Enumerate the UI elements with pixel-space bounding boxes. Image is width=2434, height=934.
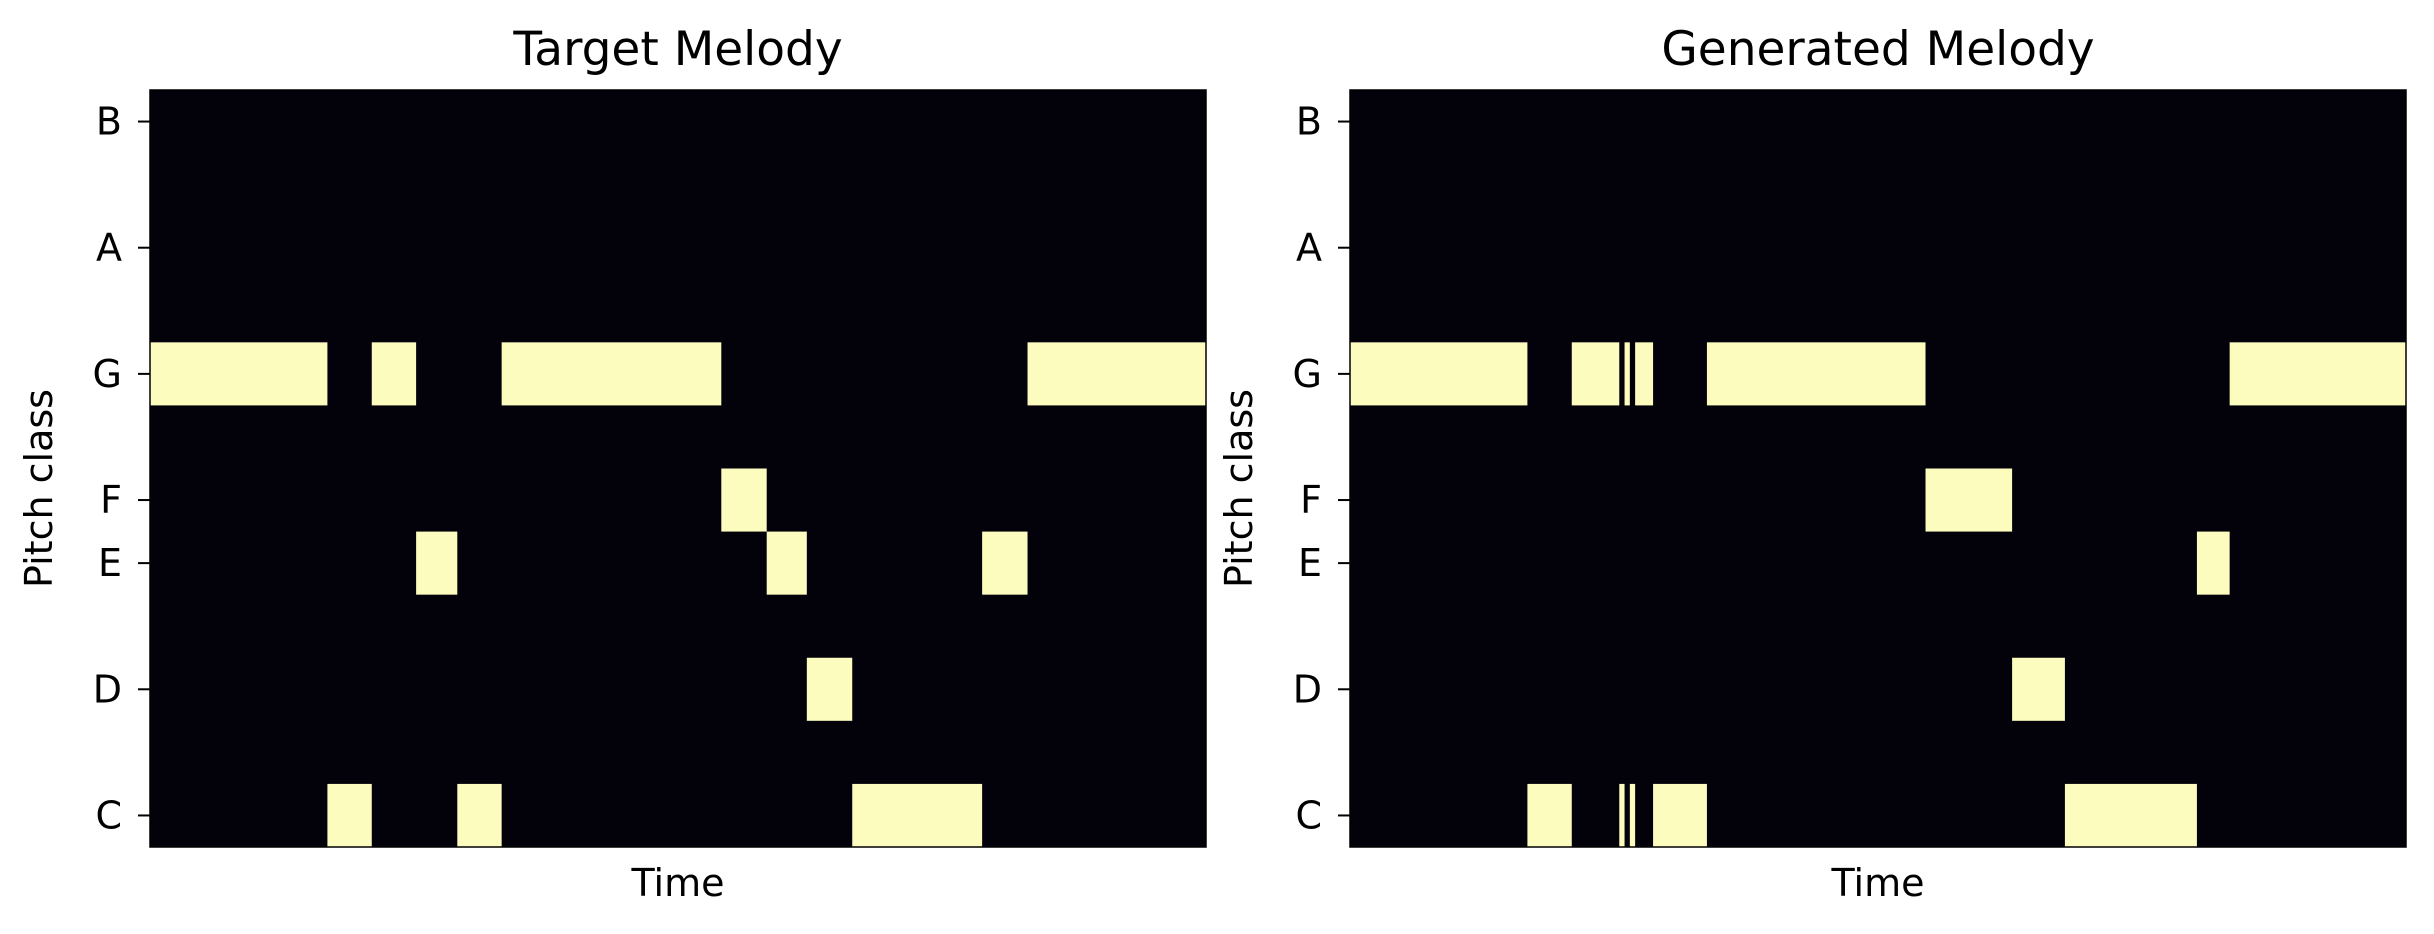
x-axis-label: Time — [631, 861, 725, 905]
note-D-9 — [806, 657, 853, 721]
y-tick-label-B: B — [96, 100, 122, 144]
y-tick-label-A: A — [1296, 226, 1322, 270]
y-tick-label-E: E — [1298, 541, 1322, 585]
plot-background — [150, 90, 1206, 847]
y-tick-label-C: C — [1295, 793, 1322, 837]
y-tick-label-A: A — [96, 226, 122, 270]
note-C-5 — [457, 783, 502, 847]
y-tick-label-E: E — [98, 541, 122, 585]
note-F-10 — [1925, 468, 2013, 532]
chart-title: Target Melody — [512, 22, 842, 77]
chart-panel-1: C D EF G A B Target Melody Time Pitch class — [17, 22, 1207, 905]
note-C-6 — [1629, 783, 1636, 847]
note-C-2 — [327, 783, 372, 847]
x-axis-label: Time — [1831, 861, 1925, 905]
y-tick-label-D: D — [1293, 667, 1322, 711]
y-tick-label-C: C — [95, 793, 122, 837]
note-C-4 — [1619, 783, 1625, 847]
note-E-11 — [982, 531, 1028, 595]
note-G-6 — [501, 342, 722, 406]
chart-panel-2: C D EF G A B Generated Melody Time Pitch class — [1217, 22, 2407, 905]
note-G-9 — [1706, 342, 1926, 406]
note-E-8 — [766, 531, 807, 595]
y-tick-label-G: G — [1293, 352, 1322, 396]
y-axis-label: Pitch class — [1217, 389, 1261, 588]
note-C-12 — [2064, 783, 2197, 847]
note-G-3 — [1571, 342, 1620, 406]
note-C-2 — [1527, 783, 1572, 847]
note-G-1 — [1350, 342, 1528, 406]
y-tick-label-F: F — [100, 478, 122, 522]
y-tick-label-F: F — [1300, 478, 1322, 522]
y-tick-label-G: G — [93, 352, 122, 396]
note-D-11 — [2012, 657, 2065, 721]
note-E-4 — [416, 531, 458, 595]
note-G-1 — [150, 342, 328, 406]
plot-background — [1350, 90, 2406, 847]
note-G-3 — [371, 342, 417, 406]
plot-frame — [149, 89, 1207, 848]
plot-frame — [1349, 89, 2407, 848]
y-axis-label: Pitch class — [17, 389, 61, 588]
note-G-12 — [1027, 342, 1206, 406]
note-G-5 — [1624, 342, 1630, 406]
note-E-13 — [2196, 531, 2230, 595]
y-tick-label-B: B — [1296, 100, 1322, 144]
note-G-14 — [2229, 342, 2406, 406]
chart-title: Generated Melody — [1661, 22, 2094, 77]
note-G-7 — [1635, 342, 1654, 406]
note-C-10 — [852, 783, 983, 847]
note-F-7 — [721, 468, 767, 532]
note-C-8 — [1653, 783, 1707, 847]
y-tick-label-D: D — [93, 667, 122, 711]
